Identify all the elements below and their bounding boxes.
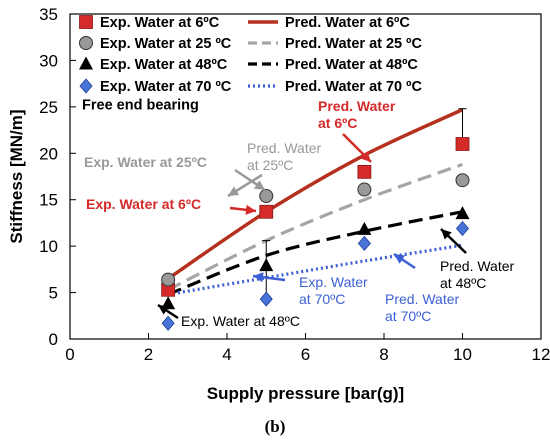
pred-line-0 bbox=[167, 108, 464, 281]
pred-line-1 bbox=[167, 162, 464, 292]
annotation-3: Exp. Water at 6ºC bbox=[86, 196, 201, 212]
y-tick-label: 10 bbox=[39, 237, 58, 256]
annotation-arrow-head bbox=[245, 204, 256, 215]
legend-marker-2 bbox=[79, 56, 93, 70]
exp-point-3 bbox=[161, 315, 175, 331]
exp-point-0 bbox=[357, 164, 372, 179]
annotation-line: at 48ºC bbox=[440, 275, 486, 291]
annotation-2: Exp. Water at 25ºC bbox=[84, 154, 207, 170]
annotation-line: at 70ºC bbox=[299, 291, 345, 307]
annotation-arrow-head bbox=[158, 305, 170, 315]
annotation-line: at 6ºC bbox=[318, 115, 357, 131]
y-tick-label: 35 bbox=[39, 5, 58, 24]
legend-label-pred-0: Pred. Water at 6ºC bbox=[285, 15, 410, 31]
annotation-line: at 25ºC bbox=[247, 157, 293, 173]
annotation-arrow-head bbox=[394, 254, 406, 264]
x-tick-label: 4 bbox=[222, 345, 231, 364]
x-tick-label: 2 bbox=[144, 345, 153, 364]
figure-caption: (b) bbox=[265, 417, 286, 436]
annotation-6: Pred. Water at 48ºC bbox=[440, 258, 515, 291]
y-tick-label: 5 bbox=[49, 284, 58, 303]
annotation-arrow-head bbox=[228, 186, 240, 196]
annotation-arrow-head bbox=[253, 272, 264, 283]
y-tick-label: 30 bbox=[39, 51, 58, 70]
legend-label-exp-3: Exp. Water at 70 ºC bbox=[100, 79, 232, 95]
exp-point-2 bbox=[259, 258, 274, 272]
legend-label-exp-1: Exp. Water at 25 ºC bbox=[100, 36, 232, 52]
y-tick-label: 0 bbox=[49, 330, 58, 349]
legend-label-pred-1: Pred. Water at 25 ºC bbox=[285, 36, 422, 52]
legend-label-exp-0: Exp. Water at 6ºC bbox=[100, 15, 220, 31]
annotation-4: Exp. Water at 70ºC bbox=[299, 274, 368, 307]
annotation-arrow-head bbox=[441, 229, 452, 240]
exp-point-1 bbox=[161, 272, 176, 287]
annotation-5: Pred. Water at 70ºC bbox=[385, 291, 460, 324]
y-tick-label: 15 bbox=[39, 191, 58, 210]
annotation-line: Pred. Water bbox=[318, 98, 396, 114]
x-tick-label: 10 bbox=[453, 345, 472, 364]
x-tick-label: 12 bbox=[532, 345, 550, 364]
annotation-1: Pred. Water at 25ºC bbox=[247, 140, 322, 173]
annotation-line: Pred. Water bbox=[247, 140, 322, 156]
annotation-line: Exp. Water at 48ºC bbox=[181, 313, 300, 329]
bearing-label: Free end bearing bbox=[82, 98, 199, 114]
exp-point-0 bbox=[259, 204, 274, 219]
exp-point-3 bbox=[455, 220, 470, 237]
exp-point-1 bbox=[455, 173, 470, 188]
exp-point-3 bbox=[259, 291, 273, 307]
legend-marker-1 bbox=[79, 36, 93, 50]
x-tick-label: 6 bbox=[301, 345, 310, 364]
exp-point-2 bbox=[455, 206, 470, 220]
legend-label-pred-3: Pred. Water at 70 ºC bbox=[285, 79, 422, 95]
x-axis-title: Supply pressure [bar(g)] bbox=[207, 384, 404, 403]
y-axis-title: Stiffness [MN/m] bbox=[7, 109, 26, 243]
annotation-line: Pred. Water bbox=[440, 258, 515, 274]
x-tick-label: 8 bbox=[379, 345, 388, 364]
exp-point-2 bbox=[357, 221, 372, 235]
exp-point-3 bbox=[357, 235, 371, 251]
pred-line-2 bbox=[167, 210, 463, 296]
annotation-line: at 70ºC bbox=[385, 308, 431, 324]
annotation-line: Exp. Water at 25ºC bbox=[84, 154, 207, 170]
annotation-7: Exp. Water at 48ºC bbox=[181, 313, 300, 329]
legend-marker-0 bbox=[79, 15, 93, 29]
annotation-line: Exp. Water at 6ºC bbox=[86, 196, 201, 212]
y-tick-label: 25 bbox=[39, 98, 58, 117]
exp-point-1 bbox=[259, 189, 274, 203]
legend-label-exp-2: Exp. Water at 48ºC bbox=[100, 57, 228, 73]
exp-point-0 bbox=[455, 137, 470, 151]
annotation-line: Pred. Water bbox=[385, 291, 460, 307]
annotation-arrow-head bbox=[360, 151, 371, 162]
legend-label-pred-2: Pred. Water at 48ºC bbox=[285, 57, 418, 73]
annotation-0: Pred. Water at 6ºC bbox=[318, 98, 396, 131]
x-tick-label: 0 bbox=[65, 345, 74, 364]
legend-marker-3 bbox=[79, 78, 93, 94]
annotation-arrow-head bbox=[253, 180, 265, 190]
exp-point-1 bbox=[357, 182, 372, 197]
annotation-line: Exp. Water bbox=[299, 274, 368, 290]
y-tick-label: 20 bbox=[39, 144, 58, 163]
